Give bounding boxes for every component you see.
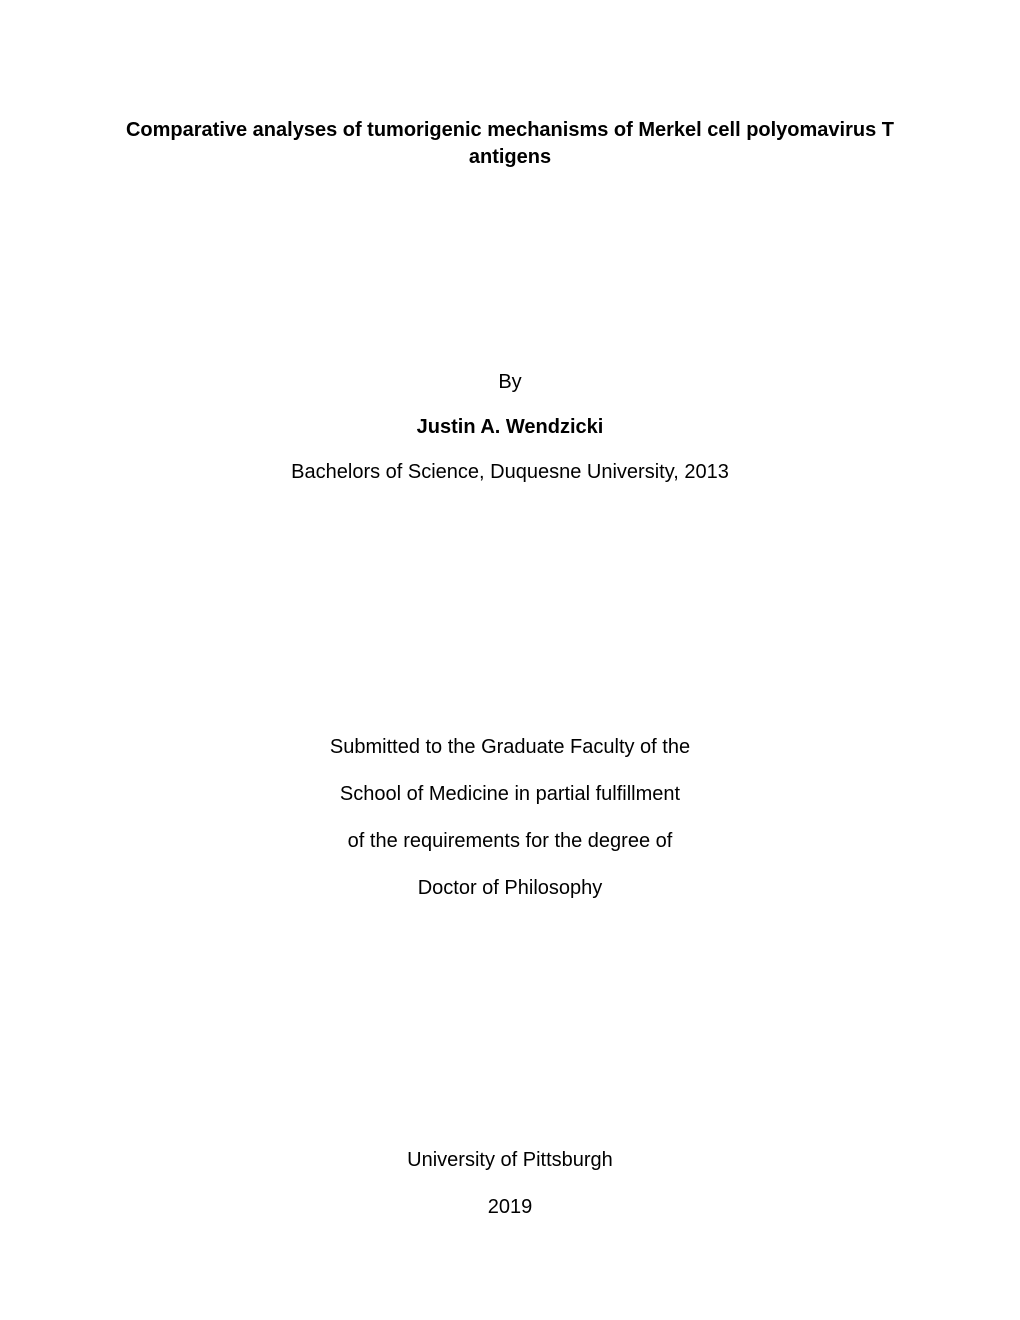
submission-block: Submitted to the Graduate Faculty of the…: [115, 724, 905, 912]
author-name: Justin A. Wendzicki: [115, 416, 905, 439]
by-label: By: [115, 371, 905, 394]
university-block: University of Pittsburgh 2019: [115, 1137, 905, 1231]
year: 2019: [115, 1184, 905, 1231]
university-name: University of Pittsburgh: [115, 1137, 905, 1184]
submission-line: of the requirements for the degree of: [115, 818, 905, 865]
submission-line: Submitted to the Graduate Faculty of the: [115, 724, 905, 771]
submission-line: School of Medicine in partial fulfillmen…: [115, 771, 905, 818]
document-title: Comparative analyses of tumorigenic mech…: [115, 117, 905, 171]
prior-degree: Bachelors of Science, Duquesne Universit…: [115, 461, 905, 484]
submission-line: Doctor of Philosophy: [115, 865, 905, 912]
